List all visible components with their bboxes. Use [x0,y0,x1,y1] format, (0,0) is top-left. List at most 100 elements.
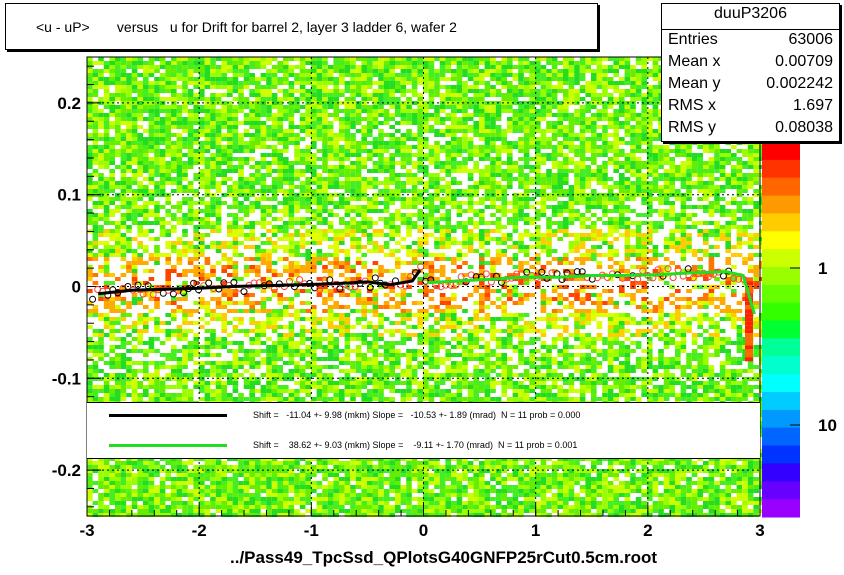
heatmap-cell [708,161,715,165]
heatmap-cell [165,81,171,85]
heatmap-cell [372,109,379,113]
heatmap-cell [372,165,379,169]
heatmap-cell [635,225,642,229]
heatmap-cell [199,241,205,245]
heatmap-cell [210,185,216,189]
heatmap-cell [439,77,446,81]
heatmap-cell [131,105,138,109]
heatmap-cell [271,233,278,237]
heatmap-cell [635,141,642,145]
heatmap-cell [518,77,524,81]
heatmap-cell [479,237,485,241]
heatmap-cell [529,89,535,93]
heatmap-cell [495,145,502,149]
heatmap-cell [607,241,614,245]
heatmap-cell [182,169,188,173]
heatmap-cell [176,133,183,137]
heatmap-cell [154,217,160,221]
heatmap-cell [210,229,216,233]
heatmap-cell [523,57,530,61]
heatmap-cell [456,165,463,169]
heatmap-cell [367,241,373,245]
heatmap-cell [299,237,306,241]
heatmap-cell [361,85,367,89]
heatmap-cell [428,185,435,189]
heatmap-cell [613,261,619,265]
heatmap-cell [243,65,250,69]
heatmap-cell [759,245,765,249]
heatmap-cell [277,109,283,113]
heatmap-cell [423,81,429,85]
heatmap-cell [215,69,222,73]
heatmap-cell [92,185,99,189]
heatmap-cell [87,137,93,141]
heatmap-cell [383,161,390,165]
heatmap-cell [277,185,283,189]
heatmap-cell [395,141,401,145]
heatmap-cell [753,153,759,157]
heatmap-cell [103,149,110,153]
heatmap-cell [434,121,440,125]
heatmap-cell [109,185,115,189]
heatmap-cell [400,213,407,217]
heatmap-cell [669,185,675,189]
heatmap-cell [103,205,110,209]
heatmap-cell [204,165,211,169]
heatmap-cell [215,169,222,173]
heatmap-cell [148,197,155,201]
heatmap-cell [484,229,491,233]
heatmap-cell [596,165,603,169]
heatmap-cell [350,173,356,177]
heatmap-cell [199,69,205,73]
heatmap-cell [613,125,619,129]
heatmap-cell [148,129,155,133]
heatmap-cell [311,57,317,61]
heatmap-cell [451,181,457,185]
heatmap-cell [227,241,233,245]
heatmap-cell [658,173,664,177]
heatmap-cell [462,81,468,85]
heatmap-cell [266,249,272,253]
heatmap-cell [540,117,547,121]
heatmap-cell [187,153,194,157]
heatmap-cell [227,85,233,89]
heatmap-cell [255,93,261,97]
heatmap-cell [484,137,491,141]
heatmap-cell [540,69,547,73]
heatmap-cell [322,117,328,121]
heatmap-cell [154,113,160,117]
heatmap-cell [316,261,323,265]
heatmap-cell [182,173,188,177]
heatmap-cell [322,101,328,105]
heatmap-cell [663,153,670,157]
heatmap-cell [434,157,440,161]
heatmap-cell [697,181,703,185]
heatmap-cell [613,121,619,125]
heatmap-cell [607,81,614,85]
heatmap-cell [344,157,351,161]
heatmap-cell [283,245,289,249]
heatmap-cell [187,205,194,209]
heatmap-cell [266,241,272,245]
heatmap-cell [686,153,692,157]
heatmap-cell [400,181,407,185]
heatmap-cell [311,85,317,89]
heatmap-cell [652,101,659,105]
heatmap-cell [652,221,659,225]
heatmap-cell [103,249,110,253]
heatmap-cell [176,185,183,189]
heatmap-cell [635,173,642,177]
heatmap-cell [585,93,591,97]
heatmap-cell [232,133,239,137]
heatmap-cell [551,165,558,169]
heatmap-cell [131,145,138,149]
heatmap-cell [311,177,317,181]
heatmap-cell [669,189,675,193]
heatmap-cell [227,105,233,109]
heatmap-cell [574,73,580,77]
heatmap-cell [148,193,155,197]
heatmap-cell [451,141,457,145]
heatmap-cell [199,121,205,125]
heatmap-cell [703,205,709,209]
heatmap-cell [557,169,563,173]
